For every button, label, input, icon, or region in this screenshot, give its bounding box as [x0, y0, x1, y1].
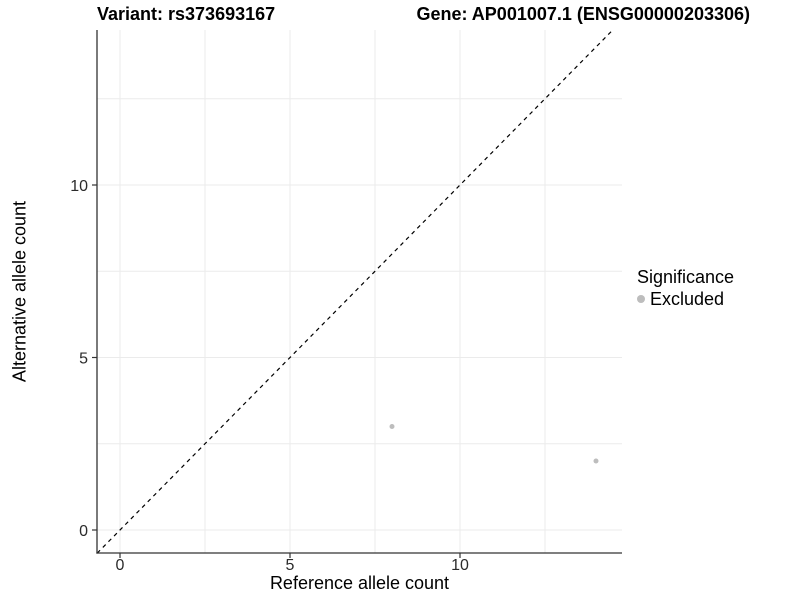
legend-title: Significance — [637, 267, 735, 287]
x-tick-label: 5 — [286, 557, 295, 574]
data-point — [389, 424, 395, 429]
x-axis-label: Reference allele count — [269, 573, 450, 593]
plot-title-gene: Gene: AP001007.1 (ENSG00000203306) — [416, 4, 750, 24]
y-tick-label: 10 — [70, 178, 88, 195]
y-tick-label: 5 — [79, 351, 88, 368]
x-tick-label: 10 — [451, 557, 469, 574]
legend: Significance Excluded — [637, 266, 734, 310]
identity-line — [96, 29, 614, 554]
legend-item-label: Excluded — [650, 289, 725, 309]
x-tick-label: 0 — [116, 557, 125, 574]
y-axis-label: Alternative allele count — [9, 200, 30, 383]
y-tick-label: 0 — [79, 523, 88, 540]
legend-item-excluded: Excluded — [637, 288, 734, 310]
data-point — [593, 458, 599, 464]
plot-title-variant: Variant: rs373693167 — [97, 4, 276, 24]
excluded-point-icon — [637, 295, 645, 303]
